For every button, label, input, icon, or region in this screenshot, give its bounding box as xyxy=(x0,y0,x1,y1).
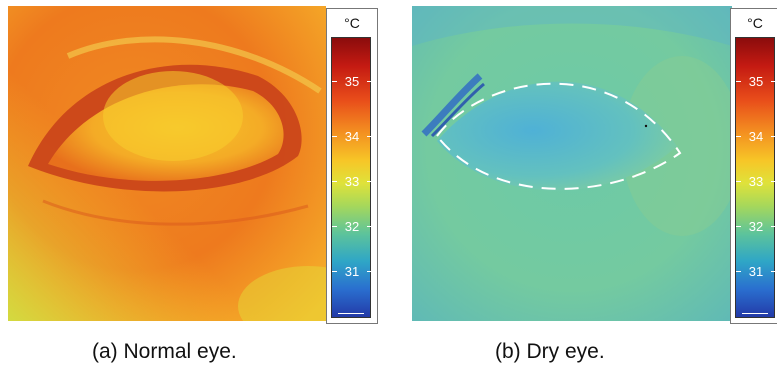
caption-dry-eye: (b) Dry eye. xyxy=(495,340,605,363)
scale-tick: 34 xyxy=(736,129,776,144)
scale-tick: 31 xyxy=(332,264,372,279)
caption-normal-eye: (a) Normal eye. xyxy=(92,340,237,363)
scale-tick: 35 xyxy=(736,74,776,89)
scale-tick: 34 xyxy=(332,129,372,144)
scale-unit-label: °C xyxy=(344,15,360,31)
color-bar: 35 34 33 32 31 xyxy=(331,37,372,318)
scale-unit-label: °C xyxy=(747,15,763,31)
scale-tick: 32 xyxy=(332,219,372,234)
scale-tick: 35 xyxy=(332,74,372,89)
panel-normal-eye: °C 35 34 33 32 31 xyxy=(8,6,378,324)
color-bar: 35 34 33 32 31 xyxy=(735,37,776,318)
temperature-scale: °C 35 34 33 32 31 xyxy=(326,8,378,324)
panel-dry-eye: °C 35 34 33 32 31 xyxy=(412,6,777,324)
scale-tick: 32 xyxy=(736,219,776,234)
scale-tick: 31 xyxy=(736,264,776,279)
dry-eye-thermal-image xyxy=(412,6,732,321)
scale-tick: 33 xyxy=(332,174,372,189)
temperature-scale: °C 35 34 33 32 31 xyxy=(730,8,777,324)
normal-eye-thermal-image xyxy=(8,6,326,321)
scale-tick: 33 xyxy=(736,174,776,189)
